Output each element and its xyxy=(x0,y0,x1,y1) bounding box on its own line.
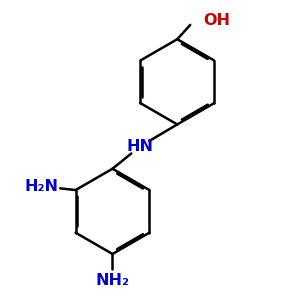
Text: HN: HN xyxy=(126,139,153,154)
Text: NH₂: NH₂ xyxy=(95,273,130,288)
Text: H₂N: H₂N xyxy=(25,179,58,194)
Text: OH: OH xyxy=(203,13,230,28)
